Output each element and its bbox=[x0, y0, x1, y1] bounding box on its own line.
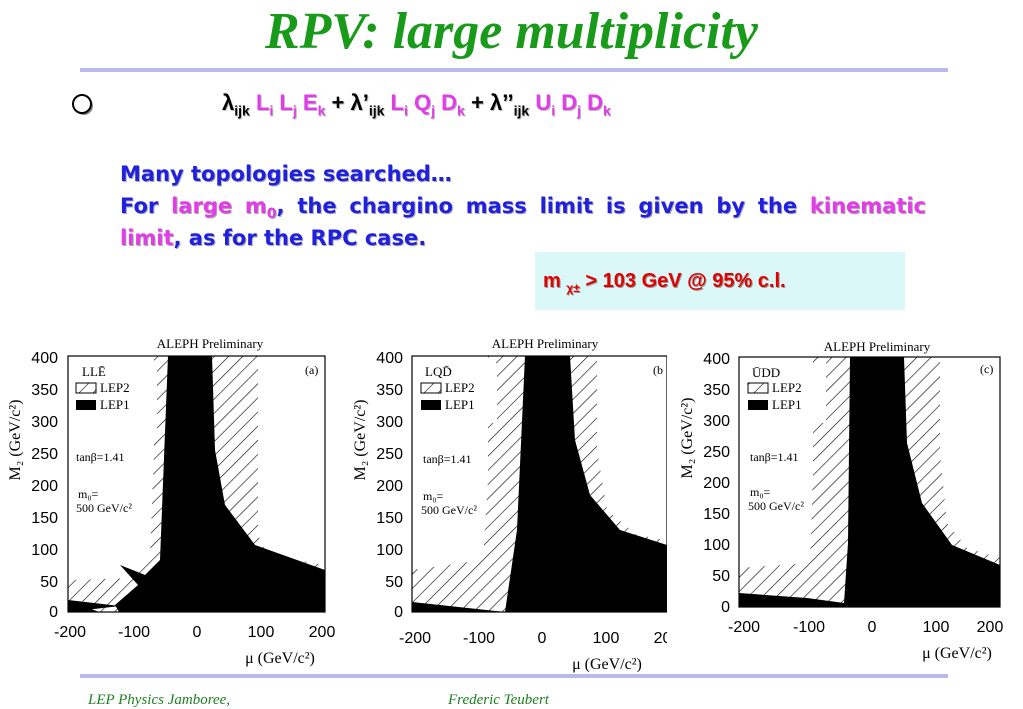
x-axis-label: μ (GeV/c²) bbox=[245, 650, 315, 667]
mass-limit-result: m χ± > 103 GeV @ 95% c.l. bbox=[543, 270, 786, 295]
y-tick: 350 bbox=[376, 382, 403, 399]
y-axis-label: M₂ (GeV/c²) bbox=[7, 399, 24, 480]
result-box bbox=[535, 252, 905, 310]
m0-label: m₀= bbox=[750, 485, 771, 499]
plot-header: ALEPH Preliminary bbox=[157, 336, 264, 351]
y-axis-label: M₂ (GeV/c²) bbox=[679, 397, 696, 478]
y-tick: 0 bbox=[721, 599, 730, 616]
y-tick: 300 bbox=[31, 414, 58, 431]
y-tick: 200 bbox=[31, 478, 58, 495]
legend-title: ŪDD bbox=[752, 365, 780, 380]
y-tick: 400 bbox=[376, 350, 403, 367]
legend-lep1: LEP1 bbox=[772, 397, 802, 412]
y-tick: 250 bbox=[703, 444, 730, 461]
legend-lep2: LEP2 bbox=[100, 380, 130, 395]
x-tick: 200 bbox=[654, 630, 667, 647]
panel-label: (b bbox=[653, 363, 663, 377]
y-tick: 0 bbox=[394, 604, 403, 621]
y-tick: 50 bbox=[40, 574, 58, 591]
x-tick: 0 bbox=[868, 619, 877, 636]
footer-event: LEP Physics Jamboree, bbox=[88, 692, 231, 708]
y-tick: 100 bbox=[376, 542, 403, 559]
y-tick: 300 bbox=[376, 414, 403, 431]
x-tick: 200 bbox=[977, 619, 1004, 636]
footer-author: Frederic Teubert bbox=[448, 692, 549, 708]
x-axis-label: μ (GeV/c²) bbox=[572, 656, 642, 673]
x-tick: 0 bbox=[193, 624, 202, 641]
y-tick: 150 bbox=[703, 506, 730, 523]
y-tick: 350 bbox=[703, 382, 730, 399]
panel-label: (a) bbox=[305, 363, 318, 377]
y-tick: 200 bbox=[376, 478, 403, 495]
y-tick: 150 bbox=[31, 510, 58, 527]
y-tick: 50 bbox=[712, 568, 730, 585]
m0-label: m₀= bbox=[78, 487, 99, 501]
y-tick: 50 bbox=[385, 574, 403, 591]
bullet-icon bbox=[72, 94, 93, 115]
m0-value: 500 GeV/c² bbox=[748, 499, 804, 513]
m0-value: 500 GeV/c² bbox=[76, 501, 132, 515]
top-divider bbox=[80, 68, 948, 72]
y-tick: 200 bbox=[703, 475, 730, 492]
x-tick: 100 bbox=[248, 624, 275, 641]
exclusion-plot-lle: ALEPH Preliminary LLĒ LEP2 LEP1 (a) tanβ… bbox=[7, 336, 336, 667]
y-tick: 250 bbox=[376, 446, 403, 463]
m0-value: 500 GeV/c² bbox=[421, 503, 477, 517]
x-tick: 200 bbox=[309, 624, 336, 641]
y-tick: 250 bbox=[31, 446, 58, 463]
x-tick: -200 bbox=[54, 624, 86, 641]
x-tick: -100 bbox=[793, 619, 825, 636]
legend-title: LLĒ bbox=[82, 364, 106, 379]
exclusion-plot-udd: ALEPH Preliminary ŪDD LEP2 LEP1 (c) tanβ… bbox=[679, 339, 1004, 662]
x-tick: 100 bbox=[593, 630, 620, 647]
y-tick: 300 bbox=[703, 413, 730, 430]
y-tick: 0 bbox=[49, 604, 58, 621]
y-tick: 100 bbox=[31, 542, 58, 559]
x-tick: 100 bbox=[923, 619, 950, 636]
x-tick: -200 bbox=[728, 619, 760, 636]
panel-label: (c) bbox=[980, 362, 993, 376]
tanbeta-label: tanβ=1.41 bbox=[423, 452, 472, 466]
topologies-text: Many topologies searched… bbox=[120, 162, 452, 186]
legend-lep1: LEP1 bbox=[100, 397, 130, 412]
x-tick: 0 bbox=[538, 630, 547, 647]
plot-header: ALEPH Preliminary bbox=[824, 339, 931, 354]
legend-lep2: LEP2 bbox=[445, 380, 475, 395]
plot-header: ALEPH Preliminary bbox=[492, 336, 599, 351]
bottom-divider bbox=[80, 674, 948, 678]
tanbeta-label: tanβ=1.41 bbox=[76, 450, 125, 464]
x-axis-label: μ (GeV/c²) bbox=[922, 645, 992, 662]
legend-lep1: LEP1 bbox=[445, 397, 475, 412]
y-tick: 100 bbox=[703, 537, 730, 554]
y-tick: 350 bbox=[31, 382, 58, 399]
y-axis-label: M₂ (GeV/c²) bbox=[352, 399, 369, 480]
x-tick: -100 bbox=[463, 630, 495, 647]
legend-title: LQD̄ bbox=[425, 364, 452, 379]
x-tick: -100 bbox=[118, 624, 150, 641]
exclusion-plot-lqd: ALEPH Preliminary LQD̄ LEP2 LEP1 (b tanβ… bbox=[352, 336, 667, 673]
rpc-case-text: limit, as for the RPC case. bbox=[120, 226, 427, 250]
slide-title: RPV: large multiplicity bbox=[264, 3, 758, 60]
y-tick: 400 bbox=[31, 350, 58, 367]
tanbeta-label: tanβ=1.41 bbox=[750, 450, 799, 464]
y-tick: 400 bbox=[703, 351, 730, 368]
m0-label: m₀= bbox=[423, 489, 444, 503]
chargino-limit-text: For large m0, the chargino mass limit is… bbox=[120, 194, 927, 223]
y-tick: 150 bbox=[376, 510, 403, 527]
legend-lep2: LEP2 bbox=[772, 380, 802, 395]
x-tick: -200 bbox=[399, 630, 431, 647]
rpv-coupling-formula: λijk Li Lj Ek + λ’ijk Li Qj Dk + λ’’ijk … bbox=[222, 90, 611, 119]
